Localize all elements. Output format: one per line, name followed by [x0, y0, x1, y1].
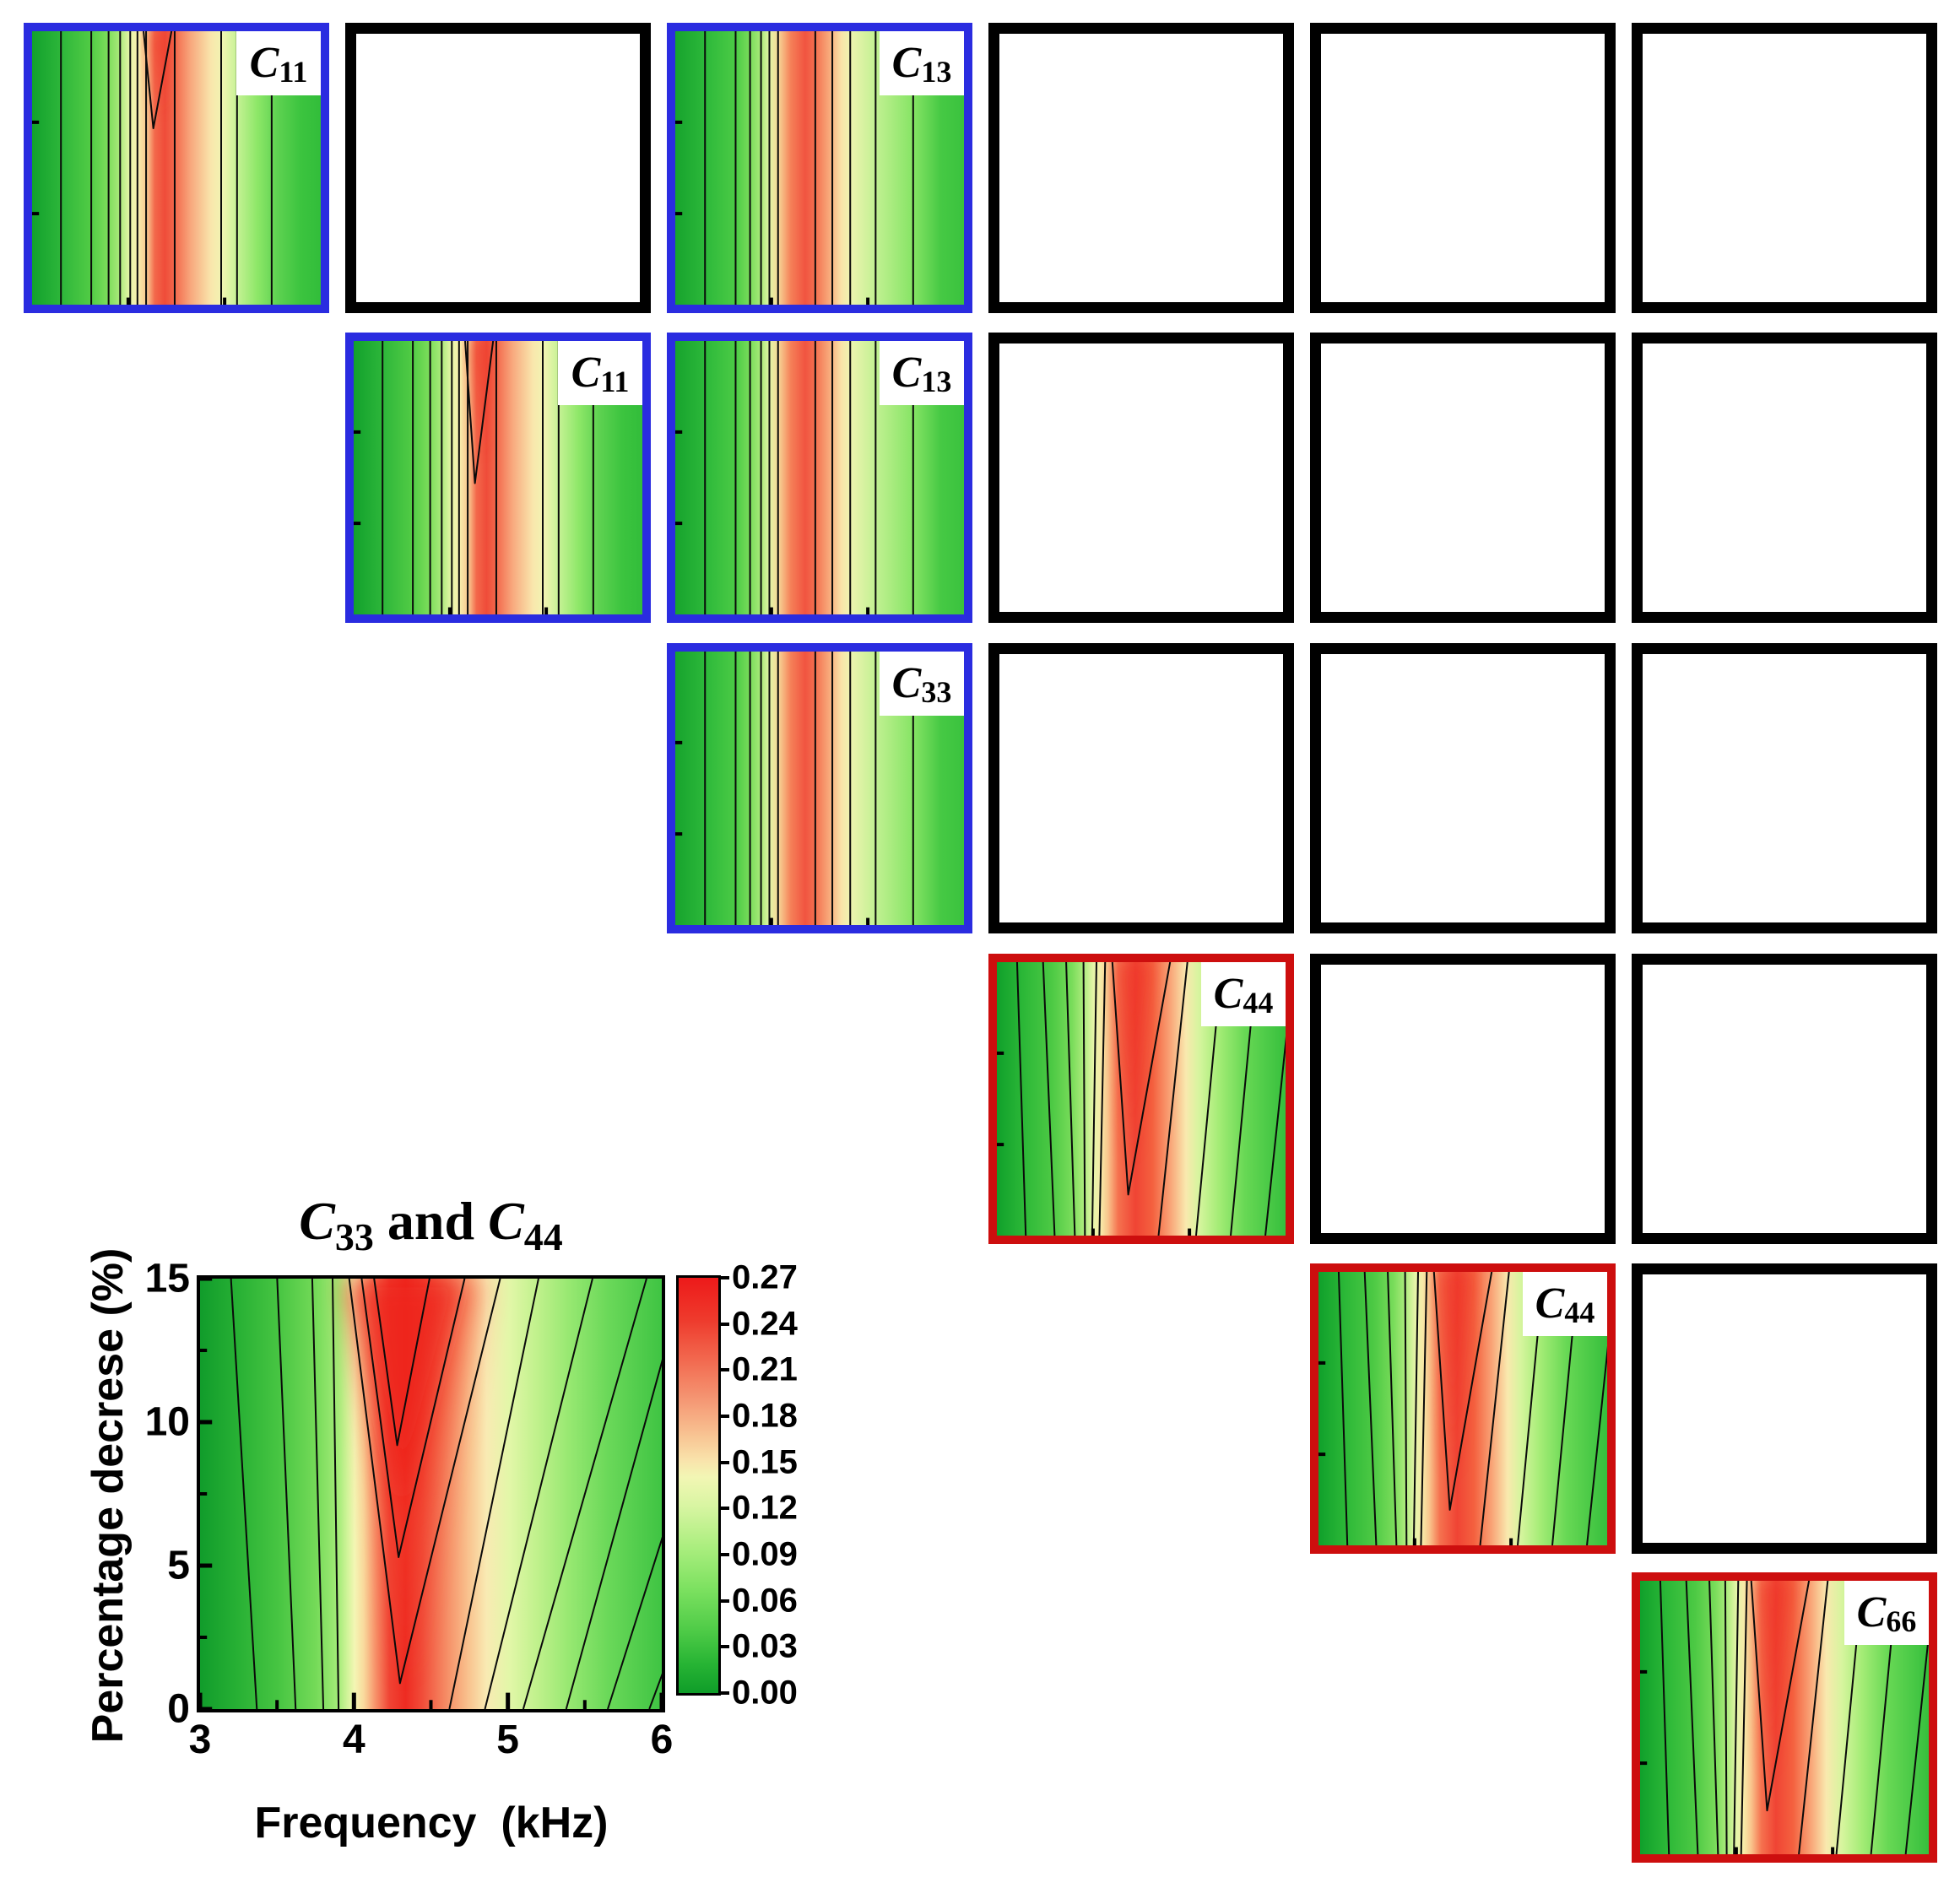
contour-panel-C66-r6: C 66: [1632, 1572, 1937, 1863]
colorbar-tick: [718, 1645, 729, 1649]
contour-panel-C11-r1: C 11: [24, 23, 329, 313]
main-plot-area: [197, 1275, 665, 1712]
x-tick-label-3: 3: [188, 1718, 212, 1762]
panel-label-C44: C 44: [1201, 962, 1286, 1026]
contour-panel-C44-r5: C 44: [1310, 1263, 1616, 1554]
panel-label-symbol: C: [249, 39, 279, 87]
colorbar-tick: [718, 1599, 729, 1603]
panel-label-C11: C 11: [236, 31, 321, 95]
panel-label-C13: C 13: [880, 341, 964, 405]
colorbar-tick-label-0.09: 0.09: [732, 1535, 798, 1573]
colorbar-tick-label-0.24: 0.24: [732, 1305, 798, 1343]
empty-panel-r3c4: [988, 643, 1294, 933]
contour-area: C 44: [1318, 1272, 1607, 1545]
panel-label-subscript: 66: [1886, 1604, 1917, 1638]
panel-label-C13: C 13: [880, 31, 964, 95]
contour-area: C 13: [675, 31, 964, 305]
colorbar-tick: [718, 1507, 729, 1511]
panel-label-subscript: 44: [1564, 1296, 1595, 1329]
colorbar-tick: [718, 1368, 729, 1372]
panel-label-symbol: C: [891, 659, 922, 707]
y-tick-label-10: 10: [144, 1399, 190, 1445]
colorbar-tick: [718, 1415, 729, 1418]
contour-area: C 13: [675, 341, 964, 614]
colorbar-tick-label-0.18: 0.18: [732, 1397, 798, 1435]
empty-panel-r4c6: [1632, 954, 1937, 1244]
panel-label-subscript: 11: [600, 365, 630, 398]
colorbar-tick-label-0.15: 0.15: [732, 1443, 798, 1481]
empty-panel-r2c6: [1632, 333, 1937, 623]
contour-plot-svg: [354, 341, 642, 614]
title-subscript-33: 33: [334, 1214, 374, 1258]
panel-label-symbol: C: [891, 39, 922, 87]
x-tick-label-6: 6: [650, 1718, 674, 1762]
title-subscript-44: 44: [523, 1214, 563, 1258]
contour-panel-C13-r2: C 13: [667, 333, 972, 623]
empty-panel-r1c5: [1310, 23, 1616, 313]
y-tick-label-5: 5: [167, 1543, 190, 1588]
panel-label-symbol: C: [1535, 1279, 1565, 1328]
contour-area: C 11: [32, 31, 321, 305]
empty-panel-r5c6: [1632, 1263, 1937, 1554]
colorbar-tick: [718, 1276, 729, 1279]
contour-panel-C11-r2: C 11: [345, 333, 651, 623]
contour-area: C 11: [354, 341, 642, 614]
colorbar-tick: [718, 1691, 729, 1695]
panel-label-C66: C 66: [1844, 1581, 1929, 1645]
contour-panel-C33-r3: C 33: [667, 643, 972, 933]
empty-panel-r1c2: [345, 23, 651, 313]
colorbar-tick-label-0.12: 0.12: [732, 1489, 798, 1527]
panel-label-C44: C 44: [1523, 1272, 1607, 1336]
panel-label-subscript: 44: [1243, 986, 1274, 1020]
panel-label-symbol: C: [1213, 970, 1243, 1018]
colorbar-tick-label-0.27: 0.27: [732, 1258, 798, 1296]
title-and-text: and: [373, 1191, 489, 1251]
colorbar-tick-label-0.00: 0.00: [732, 1674, 798, 1712]
contour-plot-svg: [200, 1279, 662, 1709]
contour-area: C 33: [675, 652, 964, 925]
panel-label-symbol: C: [571, 349, 601, 397]
panel-label-subscript: 11: [279, 55, 308, 89]
empty-panel-r4c5: [1310, 954, 1616, 1244]
contour-panel-C13-r1: C 13: [667, 23, 972, 313]
panel-label-symbol: C: [1856, 1588, 1887, 1636]
empty-panel-r1c6: [1632, 23, 1937, 313]
contour-area: C 44: [997, 962, 1286, 1236]
y-tick-label-0: 0: [167, 1686, 190, 1732]
colorbar-gradient: [679, 1278, 718, 1693]
chart-title: C33 and C44: [158, 1191, 704, 1258]
empty-panel-r1c4: [988, 23, 1294, 313]
colorbar-tick: [718, 1553, 729, 1556]
contour-panel-C44-r4: C 44: [988, 954, 1294, 1244]
x-tick-label-5: 5: [496, 1718, 520, 1762]
panel-label-C11: C 11: [558, 341, 642, 405]
empty-panel-r3c6: [1632, 643, 1937, 933]
contour-area: C 66: [1640, 1581, 1929, 1854]
colorbar-tick: [718, 1322, 729, 1326]
y-tick-label-15: 15: [144, 1256, 190, 1301]
panel-label-subscript: 13: [921, 55, 952, 89]
x-tick-label-4: 4: [342, 1718, 365, 1762]
panel-label-C33: C 33: [880, 652, 964, 716]
y-axis-label: Percentage decrese (%): [84, 1247, 133, 1744]
empty-panel-r2c4: [988, 333, 1294, 623]
title-symbol-c33: C: [299, 1191, 335, 1251]
colorbar-tick-label-0.21: 0.21: [732, 1350, 798, 1388]
panel-label-symbol: C: [891, 349, 922, 397]
x-axis-label: Frequency (kHz): [254, 1799, 609, 1847]
colorbar: [676, 1275, 721, 1696]
empty-panel-r2c5: [1310, 333, 1616, 623]
panel-label-subscript: 33: [921, 675, 952, 709]
colorbar-tick: [718, 1460, 729, 1464]
panel-label-subscript: 13: [921, 365, 952, 398]
colorbar-tick-label-0.03: 0.03: [732, 1627, 798, 1665]
title-symbol-c44: C: [488, 1191, 524, 1251]
empty-panel-r3c5: [1310, 643, 1616, 933]
colorbar-tick-label-0.06: 0.06: [732, 1582, 798, 1620]
